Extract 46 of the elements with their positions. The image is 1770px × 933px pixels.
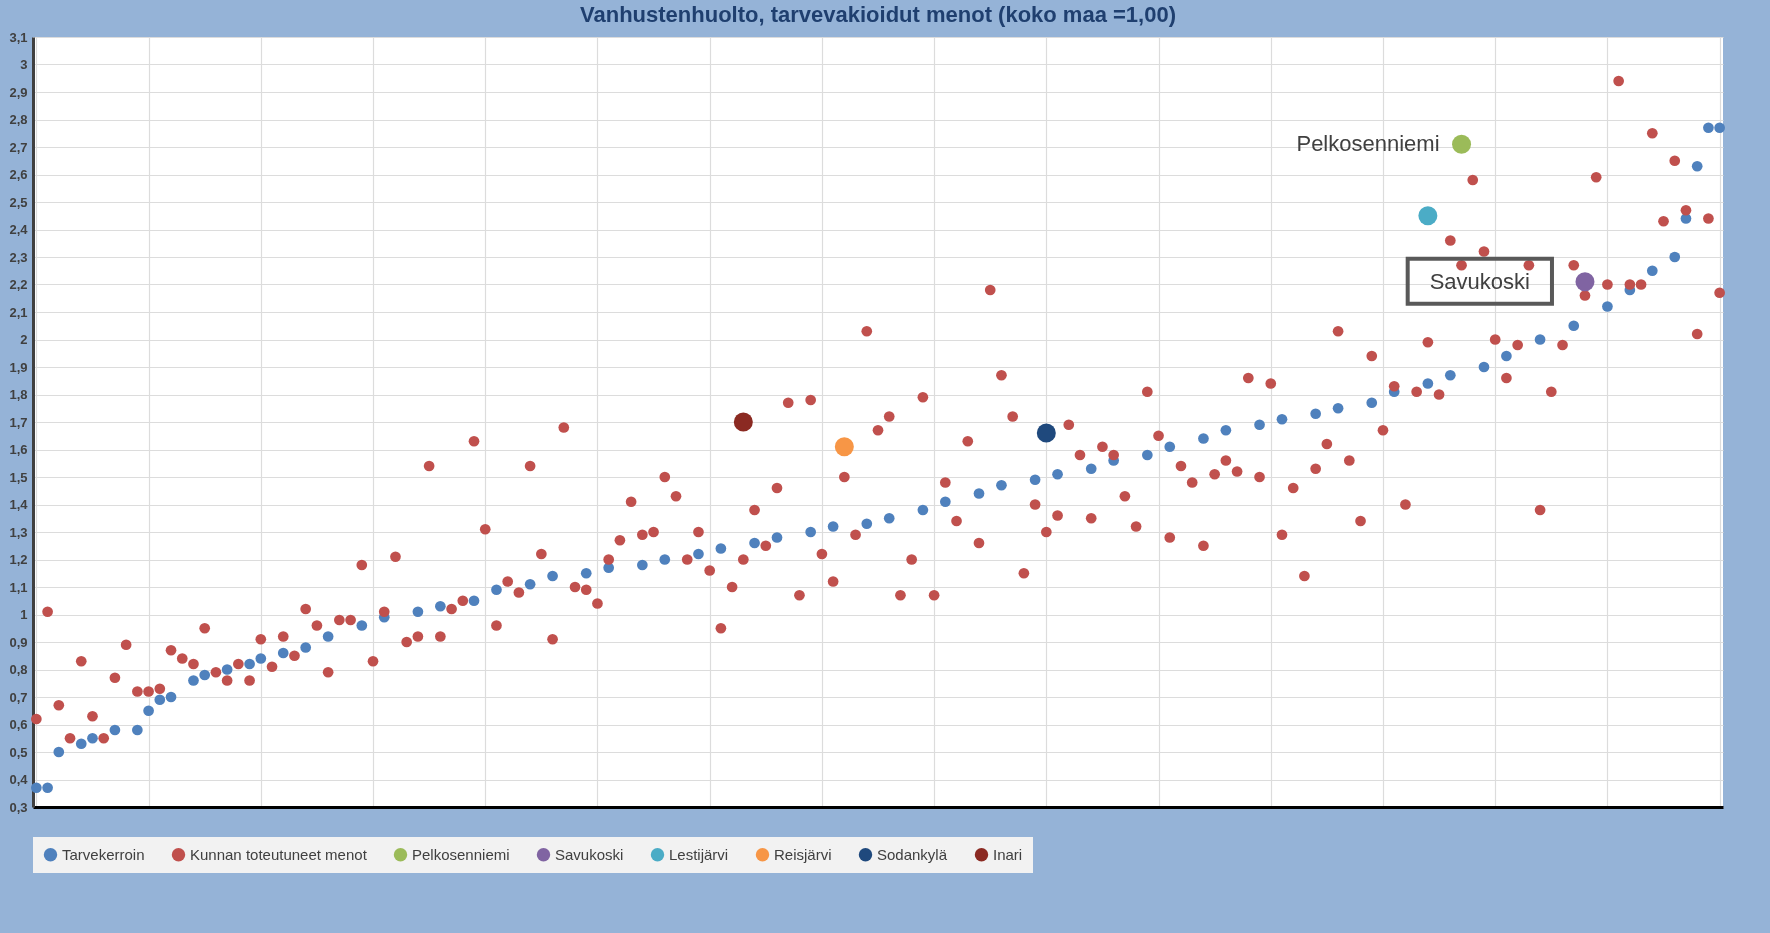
y-tick-label: 0,5 xyxy=(9,744,28,760)
y-tick-label: 2,2 xyxy=(9,277,28,292)
y-tick-label: 1,5 xyxy=(9,469,28,485)
y-tick-label: 2,4 xyxy=(9,222,29,237)
y-tick-label: 0,9 xyxy=(9,634,28,650)
y-tick-label: 1,3 xyxy=(9,524,28,540)
annotation: Savukoski xyxy=(1429,268,1530,294)
y-tick-label: 1,9 xyxy=(9,359,28,375)
y-tick-label: 0,7 xyxy=(9,689,28,705)
legend-label: Lestijärvi xyxy=(669,845,729,863)
y-tick-label: 0,6 xyxy=(9,717,28,732)
y-tick-label: 2 xyxy=(20,332,28,347)
y-tick-label: 3 xyxy=(20,57,28,72)
point xyxy=(1452,134,1472,154)
point xyxy=(733,412,753,432)
y-tick-label: 1,2 xyxy=(9,552,28,567)
y-tick-label: 1,7 xyxy=(9,414,28,430)
point xyxy=(1418,206,1438,226)
y-tick-label: 0,4 xyxy=(9,772,29,787)
y-tick-label: 1,8 xyxy=(9,387,28,402)
legend-label: Pelkosenniemi xyxy=(412,845,510,863)
y-tick-label: 2,8 xyxy=(9,112,28,127)
y-tick-label: 1,1 xyxy=(9,579,28,595)
y-tick-label: 1,4 xyxy=(9,497,29,512)
chart-title: Vanhustenhuolto, tarvevakioidut menot (koko maa =1,00) xyxy=(580,2,1176,27)
y-tick-label: 0,3 xyxy=(9,799,28,815)
point xyxy=(834,437,854,457)
legend-label: Reisjärvi xyxy=(774,845,832,863)
y-tick-label: 1 xyxy=(20,607,28,622)
y-tick-label: 1,6 xyxy=(9,442,28,457)
legend-label: Sodankylä xyxy=(877,845,948,863)
y-tick-label: 2,3 xyxy=(9,249,28,265)
y-tick-label: 2,7 xyxy=(9,139,28,155)
legend-label: Kunnan toteutuneet menot xyxy=(190,845,368,863)
y-tick-label: 2,6 xyxy=(9,167,28,182)
y-tick-label: 2,1 xyxy=(9,304,28,320)
y-tick-label: 2,5 xyxy=(9,194,28,210)
legend-label: Inari xyxy=(993,845,1023,863)
y-tick-label: 0,8 xyxy=(9,662,28,677)
annotation: Pelkosenniemi xyxy=(1296,131,1440,157)
point xyxy=(1575,272,1595,292)
legend-label: Savukoski xyxy=(555,845,624,863)
y-tick-label: 2,9 xyxy=(9,84,28,100)
point xyxy=(1036,423,1056,443)
legend-label: Tarvekerroin xyxy=(62,845,145,863)
y-tick-label: 3,1 xyxy=(9,29,28,45)
